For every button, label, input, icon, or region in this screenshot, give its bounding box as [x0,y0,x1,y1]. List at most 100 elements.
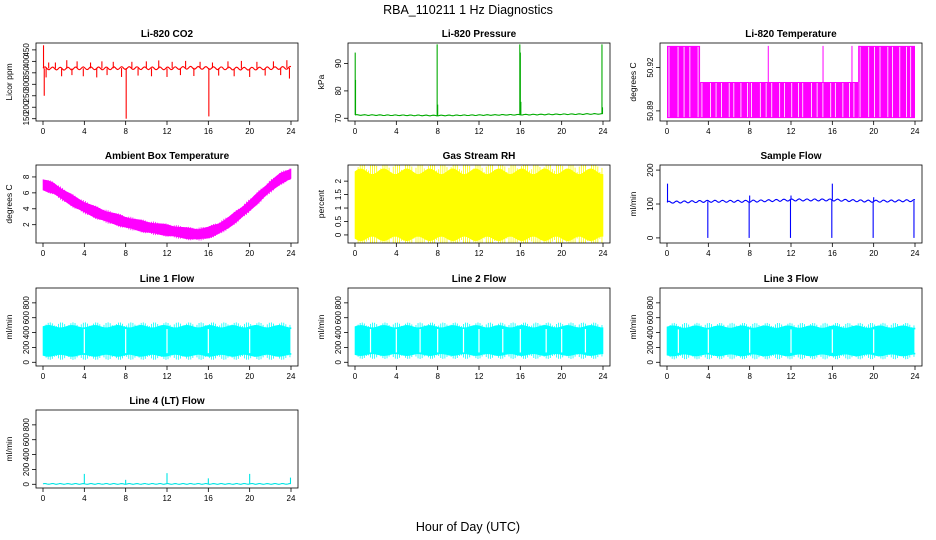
x-tick-label: 4 [394,249,399,258]
x-tick-label: 16 [516,127,525,136]
panel-title: Ambient Box Temperature [105,151,230,162]
data-layer [42,473,292,485]
y-tick-label: 800 [334,296,343,310]
panel-title: Line 4 (LT) Flow [129,396,205,407]
panel-title: Li-820 Pressure [442,29,517,40]
x-tick-label: 4 [82,494,87,503]
x-tick-label: 8 [747,249,752,258]
x-tick-label: 0 [41,127,46,136]
y-tick-label: 800 [22,296,31,310]
y-tick-label: 400 [334,325,343,339]
x-tick-label: 16 [204,494,213,503]
data-layer [354,165,604,243]
y-tick-label: 90 [334,59,343,68]
y-tick-label: 200 [22,462,31,476]
data-layer [666,183,916,238]
x-tick-label: 12 [163,249,172,258]
x-tick-label: 12 [787,372,796,381]
figure-x-axis-label: Hour of Day (UTC) [416,520,520,534]
panel-title: Sample Flow [760,151,821,162]
y-axis-label: percent [316,189,326,218]
x-tick-label: 24 [599,249,608,258]
y-tick-label: 200 [646,340,655,354]
band-area [354,168,604,242]
x-tick-label: 12 [475,249,484,258]
level-segment [749,82,859,119]
x-tick-label: 0 [665,372,670,381]
x-tick-label: 8 [123,372,128,381]
panel-line-4-lt-flow: Line 4 (LT) Flow 0 4 8 12 16 20 24 0 200400600800… [4,396,299,503]
y-tick-label: 200 [22,340,31,354]
plot-frame [347,42,611,122]
panel-title: Gas Stream RH [443,151,516,162]
x-tick-label: 20 [245,372,254,381]
x-tick-label: 0 [665,127,670,136]
x-tick-label: 16 [204,127,213,136]
x-tick-label: 12 [163,494,172,503]
x-tick-label: 0 [41,249,46,258]
x-tick-label: 24 [911,249,920,258]
x-tick-label: 4 [394,127,399,136]
x-tick-label: 4 [82,127,87,136]
data-layer [667,45,915,119]
x-tick-label: 20 [557,127,566,136]
panel-title: Li-820 Temperature [745,29,837,40]
x-tick-label: 24 [911,372,920,381]
panel-title: Line 1 Flow [140,274,195,285]
x-tick-label: 8 [123,494,128,503]
y-tick-label: 400 [646,325,655,339]
x-tick-label: 0 [41,494,46,503]
x-tick-label: 12 [787,249,796,258]
x-tick-label: 20 [245,249,254,258]
x-tick-label: 12 [475,372,484,381]
y-tick-label: 400 [22,325,31,339]
x-tick-label: 8 [123,127,128,136]
x-tick-label: 16 [516,372,525,381]
x-tick-label: 12 [163,127,172,136]
x-tick-label: 24 [599,127,608,136]
y-axis-label: ml/min [628,191,638,216]
y-axis-label: ml/min [4,436,14,461]
y-tick-label: 400 [22,447,31,461]
data-layer [666,322,916,360]
x-tick-label: 16 [204,249,213,258]
y-tick-label: 70 [334,113,343,122]
y-tick-label: 600 [334,310,343,324]
y-tick-label: 2 [334,178,343,183]
plot-frame [35,42,299,122]
y-axis-label: ml/min [628,314,638,339]
x-tick-label: 4 [82,249,87,258]
y-tick-label: 0 [22,360,31,365]
panel-title: Line 3 Flow [764,274,819,285]
x-tick-label: 4 [394,372,399,381]
y-axis-label: ml/min [4,314,14,339]
y-tick-label: 0.5 [334,215,343,227]
y-tick-label: 0 [334,360,343,365]
panel-li-820-temperature: Li-820 Temperature 0 4 8 12 16 20 24 50.89 50.92 d… [628,29,923,136]
y-tick-label: 0 [334,232,343,237]
y-axis-label: ml/min [316,314,326,339]
y-tick-label: 600 [22,310,31,324]
y-tick-label: 1.5 [334,188,343,200]
x-tick-label: 24 [911,127,920,136]
band-area [42,168,292,240]
x-tick-label: 16 [828,249,837,258]
data-layer [42,168,292,241]
x-tick-label: 16 [828,127,837,136]
y-tick-label: 0 [646,235,655,240]
x-tick-label: 16 [204,372,213,381]
level-segment [700,82,750,119]
x-tick-label: 8 [747,372,752,381]
y-tick-label: 2 [22,222,31,227]
x-tick-label: 16 [516,249,525,258]
y-tick-label: 8 [22,174,31,179]
y-tick-label: 200 [22,100,31,114]
y-tick-label: 350 [22,66,31,80]
x-tick-label: 8 [435,372,440,381]
data-layer [42,45,292,119]
x-tick-label: 0 [665,249,670,258]
